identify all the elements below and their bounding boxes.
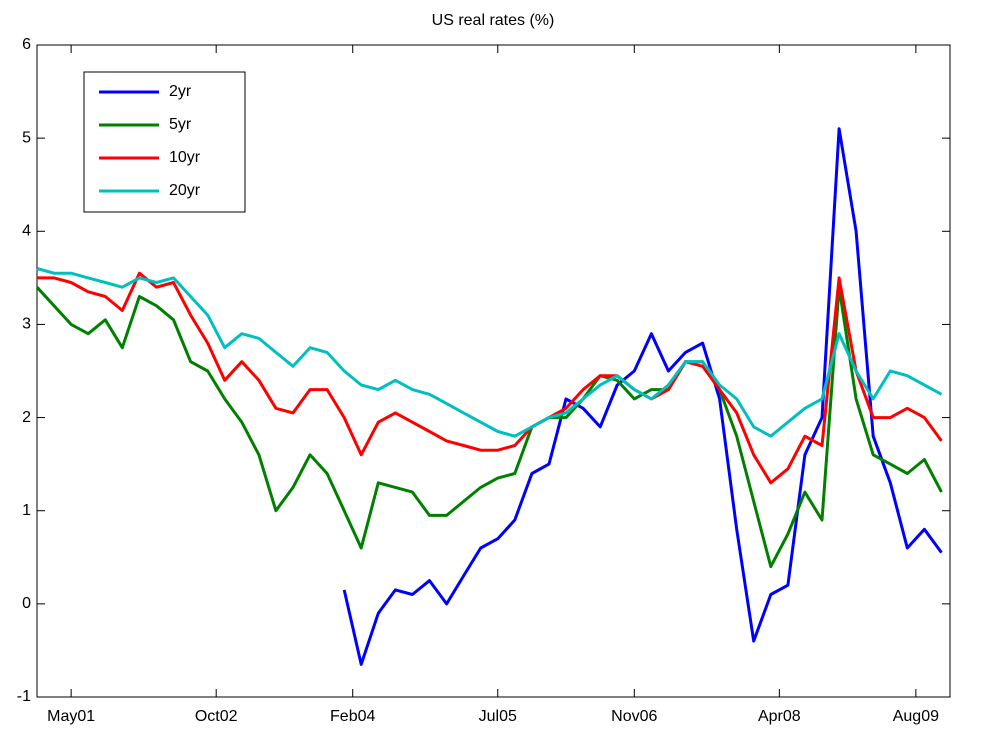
- y-tick-label: 0: [22, 595, 31, 612]
- legend-label: 20yr: [169, 182, 201, 199]
- y-tick-label: 3: [22, 316, 31, 333]
- line-series: [36, 267, 943, 438]
- line-series: [35, 285, 943, 569]
- x-tick-label: Oct02: [195, 708, 238, 725]
- legend-label: 5yr: [169, 116, 192, 133]
- x-tick-label: May01: [47, 708, 95, 725]
- line-series: [342, 127, 943, 666]
- y-tick-label: 6: [22, 36, 31, 53]
- plot-area: [36, 44, 951, 698]
- x-tick-label: Jul05: [479, 708, 517, 725]
- x-tick-label: Feb04: [330, 708, 375, 725]
- y-tick-label: 4: [22, 223, 31, 240]
- y-tick-label: 1: [22, 502, 31, 519]
- y-tick-label: 5: [22, 129, 31, 146]
- legend-label: 2yr: [169, 83, 192, 100]
- x-tick-label: Apr08: [758, 708, 801, 725]
- legend-label: 10yr: [169, 149, 201, 166]
- x-tick-label: Nov06: [611, 708, 657, 725]
- x-tick-label: Aug09: [893, 708, 939, 725]
- chart-title: US real rates (%): [432, 12, 555, 29]
- y-tick-label: 2: [22, 409, 31, 426]
- y-tick-label: -1: [17, 688, 31, 705]
- line-series: [37, 271, 943, 485]
- legend-box: [83, 71, 246, 213]
